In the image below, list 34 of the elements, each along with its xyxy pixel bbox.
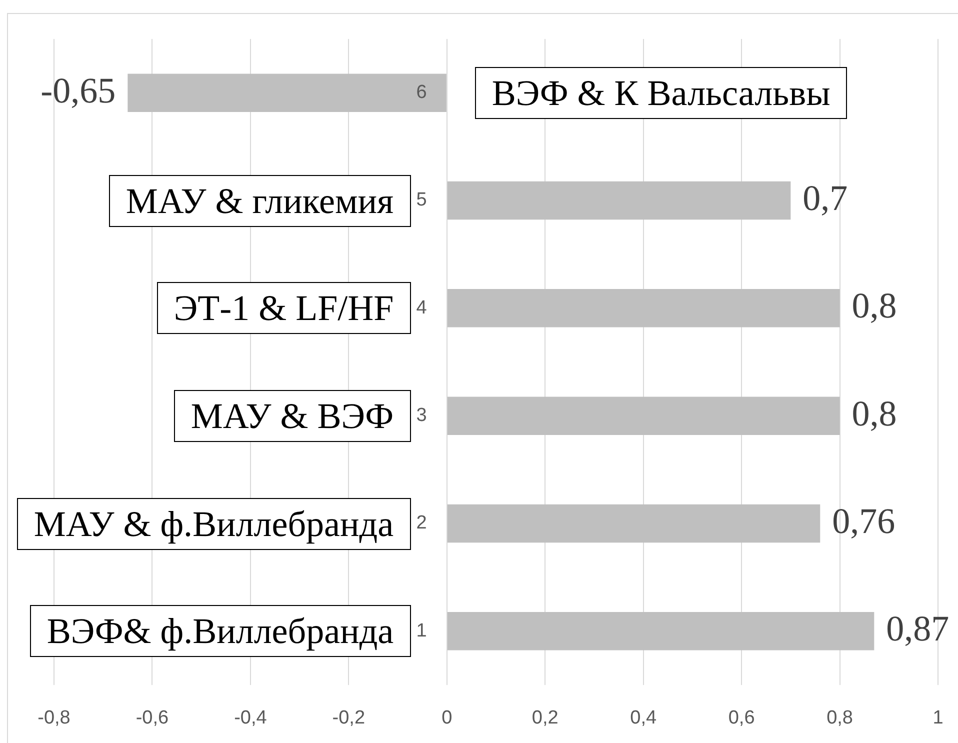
annotation: ВЭФ& ф.Виллебранда [30, 605, 411, 658]
x-tick-label: 1 [932, 708, 944, 729]
y-tick-label: 2 [416, 512, 427, 534]
y-tick-label: 4 [416, 297, 428, 318]
x-tick-label: -0,8 [38, 708, 70, 729]
bar [447, 612, 874, 650]
annotation: МАУ & гликемия [108, 174, 411, 226]
y-tick-label: 5 [416, 190, 427, 211]
x-tick-label: -0,2 [332, 708, 366, 729]
data-label: -0,65 [40, 70, 116, 110]
bar [128, 74, 446, 112]
data-label: 0,7 [802, 178, 848, 218]
data-label: 0,76 [832, 500, 896, 541]
annotation: МАУ & ВЭФ [174, 390, 411, 442]
x-tick-label: 0,4 [630, 708, 657, 729]
y-tick-label: 3 [416, 405, 427, 426]
annotation: МАУ & ф.Виллебранда [16, 498, 411, 550]
bar [447, 504, 820, 543]
x-tick-label: 0,2 [532, 708, 558, 729]
x-tick-label: 0 [442, 708, 452, 729]
bar [447, 396, 840, 435]
x-tick-label: -0,6 [136, 708, 169, 729]
y-tick-label: 6 [416, 82, 427, 104]
x-tick-label: 0,8 [826, 708, 853, 729]
data-label: 0,87 [886, 608, 950, 649]
data-label: 0,8 [852, 393, 897, 434]
annotation: ЭТ-1 & LF/HF [156, 282, 411, 334]
bar [447, 289, 840, 328]
x-tick-label: 0,6 [728, 708, 755, 729]
data-label: 0,8 [852, 286, 897, 326]
y-tick-label: 1 [416, 620, 427, 642]
annotation: ВЭФ & К Вальсальвы [474, 66, 848, 119]
bar [447, 181, 791, 220]
x-tick-label: -0,4 [234, 708, 268, 729]
